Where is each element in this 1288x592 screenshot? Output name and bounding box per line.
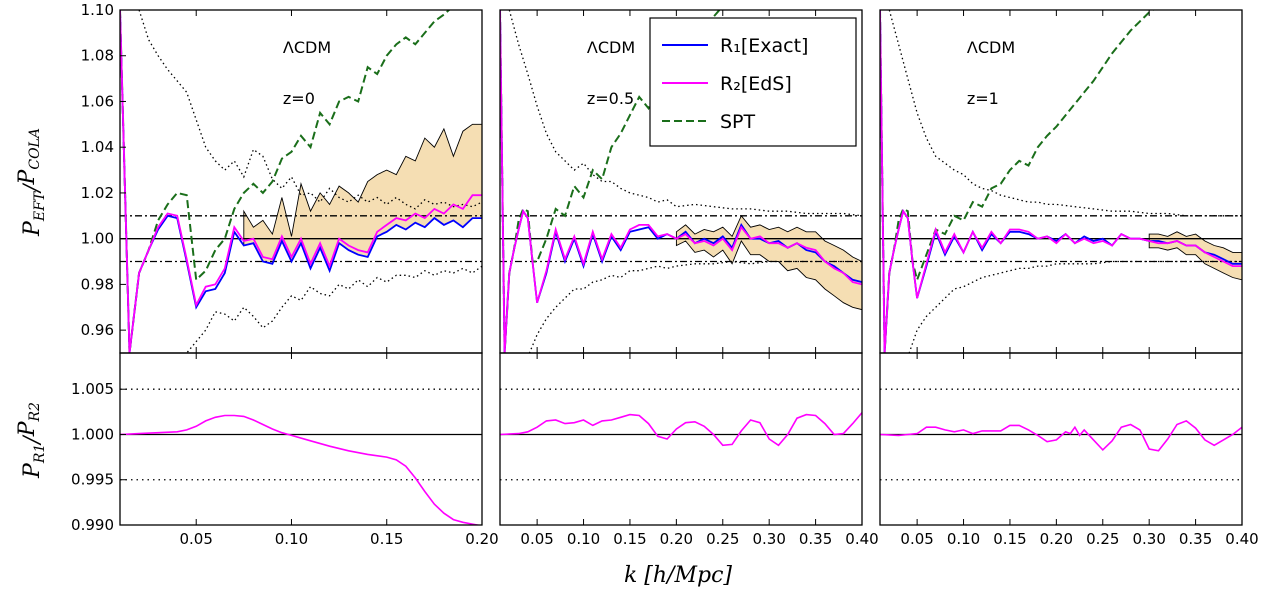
y-tick-label: 0.96 (81, 321, 114, 339)
dotted-bound-upper (138, 10, 482, 210)
series-r2-eds- (120, 10, 482, 353)
x-tick-label: 0.15 (993, 530, 1026, 548)
y-tick-label: 1.04 (81, 138, 114, 156)
plot-area (120, 388, 482, 525)
x-tick-label: 0.10 (567, 530, 600, 548)
series-r2-eds- (500, 10, 862, 353)
plot-area (500, 388, 862, 481)
x-tick-label: 0.25 (1086, 530, 1119, 548)
panel-bottom-right: 0.05 0.10 0.15 0.20 0.25 0.30 0.35 0.40 (879, 352, 1259, 548)
series-r2-eds- (880, 10, 1242, 353)
series-ratio (500, 412, 862, 447)
redshift-annotation: z=1 (967, 89, 999, 108)
uncertainty-band (675, 214, 862, 311)
series-spt (120, 10, 451, 353)
x-tick-label: 0.05 (900, 530, 933, 548)
x-tick-label: 0.25 (706, 530, 739, 548)
bottom-y-axis-label: PR1/PR2 (15, 402, 48, 479)
axis-labels-layer: k [h/Mpc] PEFT/PCOLA PR1/PR2 (15, 128, 732, 588)
legend-label: SPT (720, 111, 756, 133)
dotted-bound-lower (908, 260, 1242, 353)
y-tick-label: 1.005 (71, 380, 114, 398)
series-spt (880, 10, 1155, 353)
x-tick-label: 0.10 (947, 530, 980, 548)
panels-layer: 0.96 0.98 1.00 1.02 1.04 1.06 1.08 1.10 ΛCDM z=0 Λ… (71, 1, 1259, 548)
y-tick-label: 1.00 (81, 230, 114, 248)
x-tick-label: 0.35 (799, 530, 832, 548)
dotted-bound-upper (888, 10, 1242, 217)
axes-frame (879, 9, 1243, 354)
dotted-bound-lower (528, 260, 862, 353)
x-tick-label: 0.35 (1179, 530, 1212, 548)
panel-top-left: 0.96 0.98 1.00 1.02 1.04 1.06 1.08 1.10 ΛCDM z=0 (81, 1, 483, 354)
x-tick-label: 0.10 (275, 530, 308, 548)
x-tick-label: 0.05 (520, 530, 553, 548)
series-ratio (880, 419, 1242, 452)
x-tick-label: 0.20 (660, 530, 693, 548)
uncertainty-band (1148, 231, 1242, 281)
x-tick-label: 0.20 (465, 530, 498, 548)
x-tick-label: 0.20 (1040, 530, 1073, 548)
y-tick-label: 1.000 (71, 425, 114, 443)
legend-label: R₂[EdS] (720, 73, 792, 95)
model-annotation: ΛCDM (587, 38, 635, 57)
redshift-annotation: z=0 (283, 89, 315, 108)
y-tick-label: 0.990 (71, 516, 114, 534)
x-tick-label: 0.05 (180, 530, 213, 548)
series-r1-exact- (880, 10, 1242, 353)
dotted-bound-lower (185, 265, 482, 353)
redshift-annotation: z=0.5 (587, 89, 634, 108)
x-axis-label: k [h/Mpc] (624, 563, 732, 588)
panel-bottom-middle: 0.05 0.10 0.15 0.20 0.25 0.30 0.35 0.40 (499, 352, 879, 548)
y-tick-label: 1.06 (81, 92, 114, 110)
plot-area (120, 10, 482, 353)
x-tick-label: 0.30 (752, 530, 785, 548)
y-tick-label: 1.02 (81, 184, 114, 202)
x-tick-label: 0.40 (1225, 530, 1258, 548)
model-annotation: ΛCDM (283, 38, 331, 57)
panel-top-middle: ΛCDM z=0.5 (499, 9, 863, 354)
y-tick-label: 0.98 (81, 275, 114, 293)
plot-area (500, 10, 862, 353)
panel-bottom-left: 0.990 0.995 1.000 1.005 0.05 0.10 0.15 0.20 (71, 352, 499, 548)
legend-label: R₁[Exact] (720, 35, 808, 57)
model-annotation: ΛCDM (967, 38, 1015, 57)
legend: R₁[Exact] R₂[EdS] SPT (649, 17, 857, 147)
panel-top-right: ΛCDM z=1 (879, 9, 1243, 354)
y-tick-label: 1.08 (81, 47, 114, 65)
x-tick-label: 0.40 (845, 530, 878, 548)
x-tick-label: 0.15 (370, 530, 403, 548)
top-y-axis-label: PEFT/PCOLA (15, 128, 48, 237)
x-tick-label: 0.15 (613, 530, 646, 548)
series-ratio (120, 414, 482, 525)
plot-area (880, 10, 1242, 353)
y-tick-label: 1.10 (81, 1, 114, 19)
axes-frame (119, 352, 483, 526)
axes-frame (879, 352, 1243, 526)
y-tick-label: 0.995 (71, 471, 114, 489)
x-tick-label: 0.30 (1132, 530, 1165, 548)
axes-frame (499, 352, 863, 526)
plot-area (880, 388, 1242, 481)
